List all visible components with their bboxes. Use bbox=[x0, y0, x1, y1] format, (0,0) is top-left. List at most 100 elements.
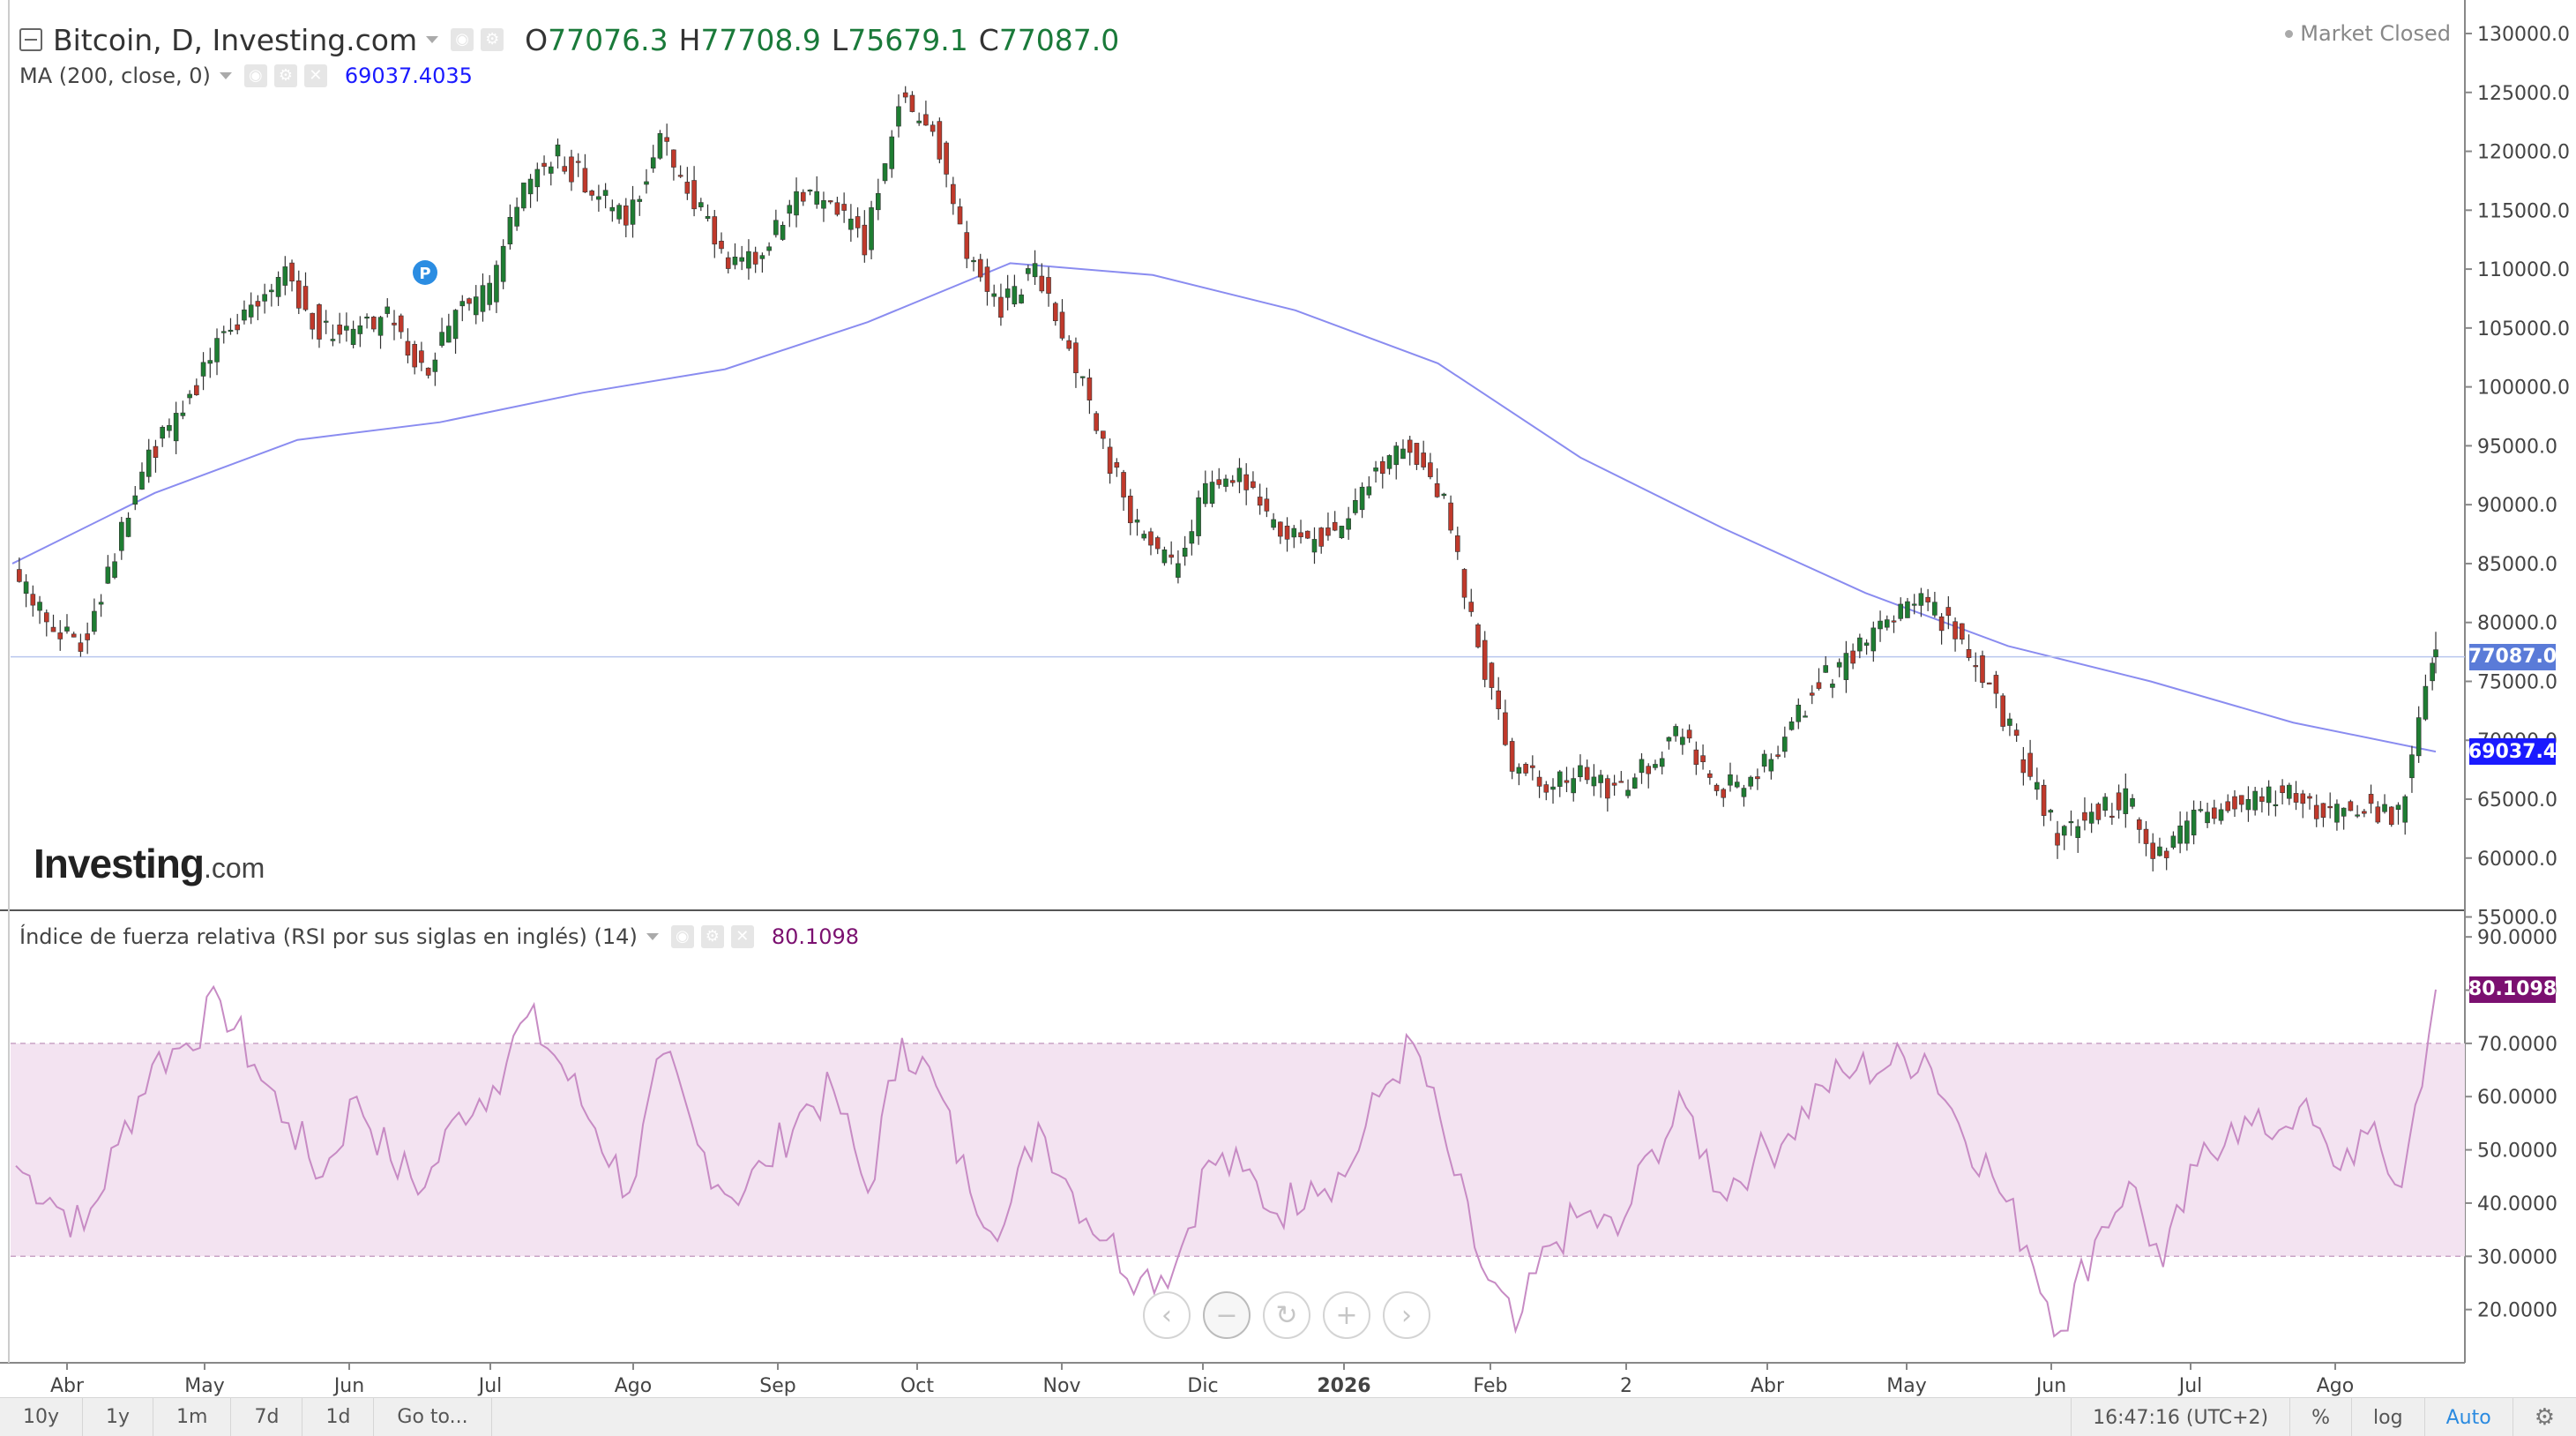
collapse-pane-button[interactable] bbox=[19, 28, 42, 51]
time-axis-label: Feb bbox=[1474, 1375, 1508, 1397]
candle-body bbox=[323, 320, 329, 323]
candle bbox=[862, 210, 868, 263]
candle-body bbox=[834, 202, 840, 215]
candle bbox=[180, 400, 186, 420]
candle-body bbox=[371, 317, 377, 330]
candle-body bbox=[1707, 773, 1713, 778]
candle bbox=[2313, 794, 2319, 827]
symbol-title[interactable]: Bitcoin, D, Investing.com bbox=[53, 22, 418, 57]
candle bbox=[521, 183, 526, 212]
time-axis-label: Abr bbox=[50, 1375, 85, 1397]
settings-button[interactable]: ⚙ bbox=[2512, 1398, 2576, 1436]
low-value: 75679.1 bbox=[847, 22, 968, 57]
eye-icon[interactable]: ◉ bbox=[451, 28, 474, 51]
candle bbox=[255, 295, 261, 321]
close-icon[interactable]: ✕ bbox=[730, 925, 754, 948]
candle-body bbox=[2191, 809, 2197, 836]
candle-body bbox=[78, 642, 84, 652]
candle bbox=[814, 176, 820, 209]
ma-label[interactable]: MA (200, close, 0) bbox=[19, 64, 211, 88]
candle-body bbox=[1086, 378, 1093, 400]
candle-body bbox=[1318, 527, 1325, 547]
candle bbox=[1516, 763, 1522, 786]
candle bbox=[1700, 744, 1706, 770]
candle bbox=[1932, 591, 1938, 618]
candle bbox=[405, 328, 411, 363]
gear-icon[interactable]: ⚙ bbox=[481, 28, 504, 51]
reset-button[interactable]: ↻ bbox=[1263, 1291, 1310, 1339]
rsi-label[interactable]: Índice de fuerza relativa (RSI por sus s… bbox=[19, 924, 638, 949]
gear-icon[interactable]: ⚙ bbox=[273, 64, 297, 87]
candle bbox=[37, 595, 42, 625]
goto-date-button[interactable]: Go to... bbox=[374, 1397, 492, 1436]
scroll-left-button[interactable]: ‹ bbox=[1143, 1291, 1191, 1339]
auto-scale-button[interactable]: Auto bbox=[2423, 1398, 2513, 1436]
zoom-out-button[interactable]: − bbox=[1203, 1291, 1251, 1339]
candle bbox=[2177, 811, 2183, 854]
candle bbox=[1536, 770, 1542, 798]
range-7d-button[interactable]: 7d bbox=[231, 1397, 303, 1436]
chevron-down-icon[interactable] bbox=[219, 72, 232, 79]
candle-body bbox=[1264, 498, 1270, 512]
candle-body bbox=[50, 626, 56, 632]
range-1y-button[interactable]: 1y bbox=[83, 1397, 154, 1436]
candle bbox=[1666, 736, 1672, 750]
plus-icon: + bbox=[1335, 1299, 1358, 1331]
candle bbox=[2157, 837, 2162, 857]
eye-icon[interactable]: ◉ bbox=[670, 925, 694, 948]
candle bbox=[1816, 668, 1822, 691]
percent-scale-button[interactable]: % bbox=[2289, 1398, 2351, 1436]
candle bbox=[1243, 463, 1249, 505]
candle-body bbox=[2170, 835, 2177, 848]
candle bbox=[57, 620, 63, 651]
candle bbox=[759, 252, 765, 273]
close-icon[interactable]: ✕ bbox=[303, 64, 327, 87]
eye-icon[interactable]: ◉ bbox=[243, 64, 267, 87]
candle-body bbox=[1953, 621, 1958, 639]
candle-body bbox=[514, 206, 519, 227]
candle-body bbox=[1666, 737, 1672, 742]
candle-body bbox=[1878, 620, 1883, 630]
candle bbox=[2375, 801, 2381, 825]
range-10y-button[interactable]: 10y bbox=[0, 1397, 84, 1436]
candle-body bbox=[916, 120, 922, 123]
candle-body bbox=[575, 161, 581, 163]
candle-body bbox=[432, 359, 438, 372]
time-axis-label: Ago bbox=[2317, 1375, 2354, 1397]
candle bbox=[514, 197, 519, 231]
candle-body bbox=[1468, 602, 1475, 612]
candle bbox=[412, 340, 417, 375]
candle bbox=[1870, 621, 1877, 662]
range-1m-button[interactable]: 1m bbox=[153, 1397, 232, 1436]
candle bbox=[459, 295, 466, 322]
candle bbox=[1236, 458, 1243, 494]
candle bbox=[1803, 710, 1808, 718]
gear-icon[interactable]: ⚙ bbox=[700, 925, 724, 948]
price-tick-label: 125000.0 bbox=[2477, 83, 2570, 105]
open-value: 77076.3 bbox=[548, 22, 668, 57]
scroll-right-button[interactable]: › bbox=[1383, 1291, 1430, 1339]
candle bbox=[752, 246, 758, 273]
candle-body bbox=[1209, 482, 1215, 505]
candle bbox=[1475, 623, 1481, 649]
zoom-in-button[interactable]: + bbox=[1323, 1291, 1370, 1339]
candle bbox=[1578, 754, 1583, 782]
timezone-clock[interactable]: 16:47:16 (UTC+2) bbox=[2071, 1398, 2289, 1436]
candle bbox=[1073, 337, 1079, 388]
chevron-down-icon[interactable] bbox=[426, 36, 439, 43]
candle-body bbox=[1980, 655, 1985, 684]
candle-body bbox=[2382, 804, 2387, 812]
range-1d-button[interactable]: 1d bbox=[302, 1397, 375, 1436]
chevron-down-icon[interactable] bbox=[646, 933, 659, 940]
log-scale-button[interactable]: log bbox=[2351, 1398, 2424, 1436]
candle bbox=[446, 313, 452, 343]
candle bbox=[357, 316, 363, 348]
candle bbox=[344, 312, 349, 342]
candle bbox=[1169, 541, 1174, 565]
time-axis-label: Abr bbox=[1751, 1375, 1785, 1397]
candle bbox=[2075, 819, 2080, 853]
candle bbox=[1557, 769, 1563, 797]
candle-body bbox=[998, 296, 1004, 318]
